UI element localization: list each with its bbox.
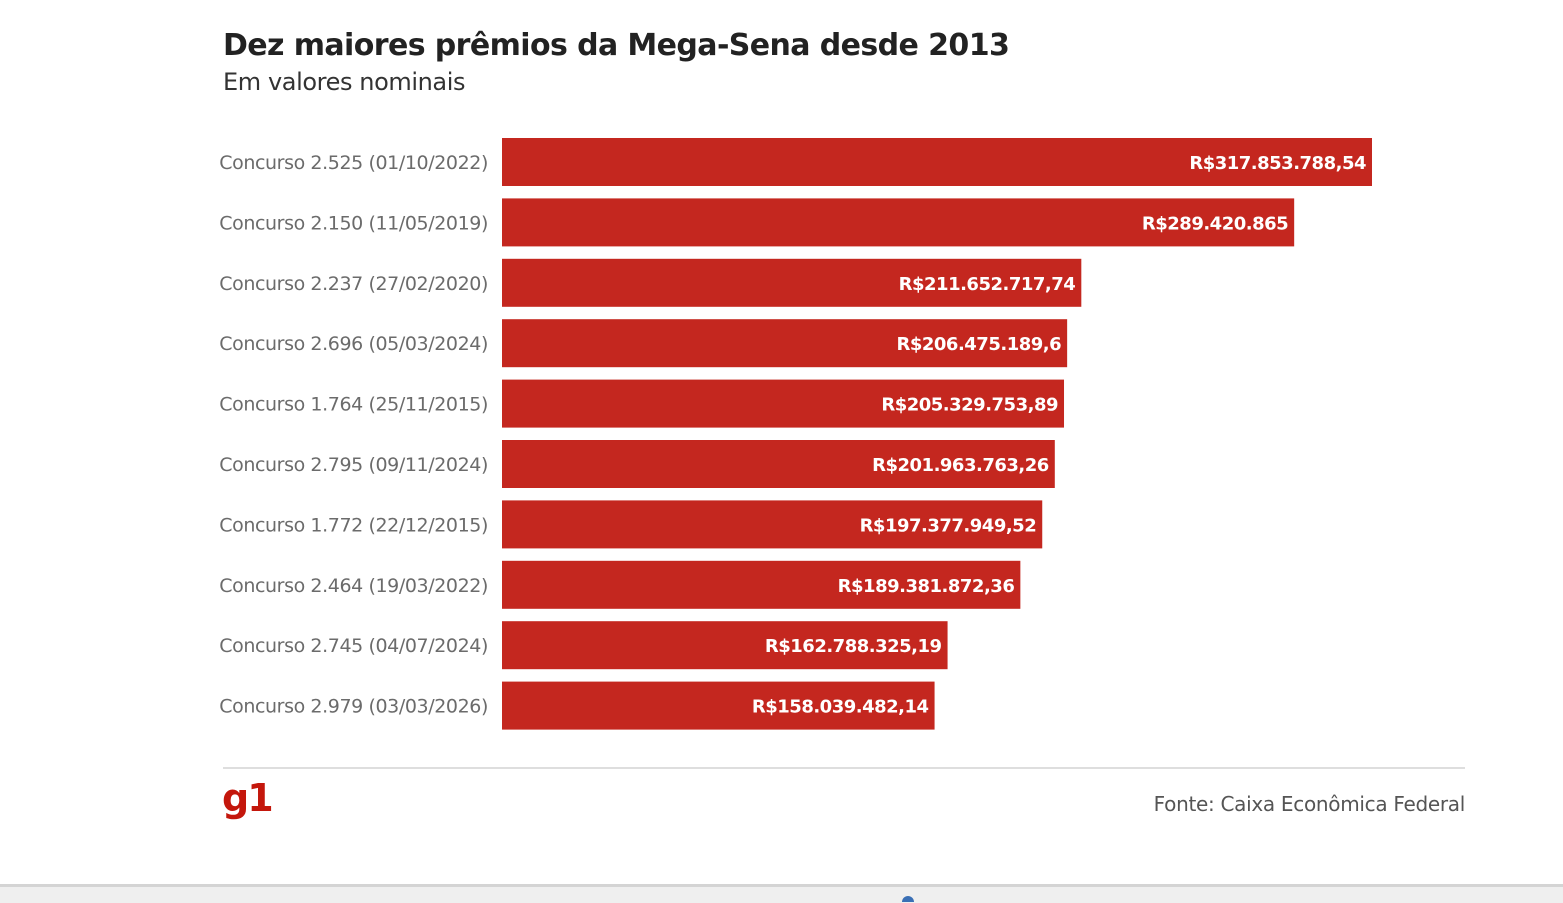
value-label: R$211.652.717,74 xyxy=(899,274,1076,295)
category-label: Concurso 2.745 (04/07/2024) xyxy=(219,635,488,657)
bar[interactable] xyxy=(502,138,1372,186)
category-label: Concurso 2.979 (03/03/2026) xyxy=(219,696,488,718)
category-label: Concurso 1.764 (25/11/2015) xyxy=(219,394,488,416)
value-label: R$206.475.189,6 xyxy=(896,334,1061,355)
bar[interactable] xyxy=(502,681,935,730)
category-label: Concurso 2.464 (19/03/2022) xyxy=(219,575,488,597)
scroll-indicator-icon xyxy=(902,896,914,902)
value-label: R$317.853.788,54 xyxy=(1189,153,1366,174)
value-label: R$201.963.763,26 xyxy=(872,455,1049,476)
bar[interactable] xyxy=(502,500,1043,549)
bar[interactable] xyxy=(502,440,1055,488)
bar[interactable] xyxy=(502,560,1021,609)
bar[interactable] xyxy=(502,379,1065,428)
value-label: R$158.039.482,14 xyxy=(752,697,929,718)
source-note: Fonte: Caixa Econômica Federal xyxy=(1153,792,1466,816)
bar[interactable] xyxy=(502,198,1295,247)
footer-divider xyxy=(223,767,1465,769)
chart-title: Dez maiores prêmios da Mega-Sena desde 2… xyxy=(223,28,1010,63)
category-label: Concurso 1.772 (22/12/2015) xyxy=(219,514,488,536)
category-label: Concurso 2.525 (01/10/2022) xyxy=(219,152,488,174)
value-label: R$205.329.753,89 xyxy=(881,395,1058,416)
value-label: R$189.381.872,36 xyxy=(838,576,1015,597)
category-label: Concurso 2.150 (11/05/2019) xyxy=(219,212,488,234)
bar-chart: Concurso 2.525 (01/10/2022) R$317.853.788… xyxy=(219,138,1372,730)
horizontal-scrollbar[interactable] xyxy=(0,884,1563,903)
g1-logo: g1 xyxy=(222,776,274,820)
bar[interactable] xyxy=(502,621,948,670)
value-label: R$162.788.325,19 xyxy=(765,636,942,657)
bar[interactable] xyxy=(502,258,1082,307)
value-label: R$289.420.865 xyxy=(1142,213,1288,234)
value-label: R$197.377.949,52 xyxy=(860,515,1037,536)
category-label: Concurso 2.795 (09/11/2024) xyxy=(219,454,488,476)
bar[interactable] xyxy=(502,319,1068,368)
category-label: Concurso 2.696 (05/03/2024) xyxy=(219,333,488,355)
category-label: Concurso 2.237 (27/02/2020) xyxy=(219,273,488,295)
chart-subtitle: Em valores nominais xyxy=(223,68,466,96)
